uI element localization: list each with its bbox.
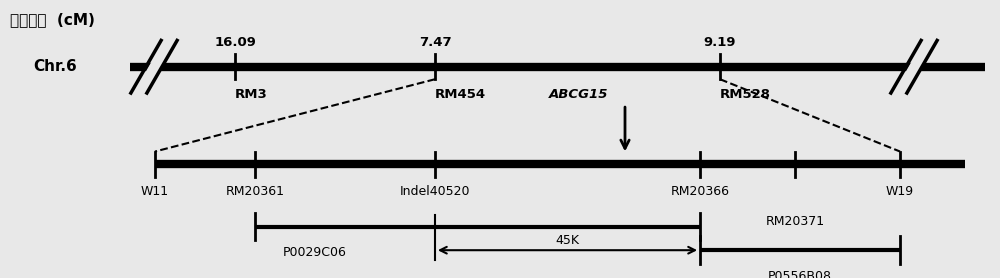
Text: 45K: 45K [556, 234, 580, 247]
Text: RM20361: RM20361 [226, 185, 285, 198]
Text: 16.09: 16.09 [214, 36, 256, 49]
Text: P0556B08: P0556B08 [768, 270, 832, 278]
Text: 9.19: 9.19 [704, 36, 736, 49]
Text: Chr.6: Chr.6 [33, 59, 77, 74]
Text: P0029C06: P0029C06 [283, 246, 347, 259]
Text: RM20366: RM20366 [670, 185, 730, 198]
Text: W19: W19 [886, 185, 914, 198]
Text: RM528: RM528 [720, 88, 771, 101]
Text: 遗传距离  (cM): 遗传距离 (cM) [10, 12, 95, 27]
Text: RM20371: RM20371 [765, 215, 825, 229]
Text: W11: W11 [141, 185, 169, 198]
Text: 7.47: 7.47 [419, 36, 451, 49]
Text: Indel40520: Indel40520 [400, 185, 470, 198]
Text: RM454: RM454 [435, 88, 486, 101]
Text: ABCG15: ABCG15 [548, 88, 608, 101]
Text: RM3: RM3 [235, 88, 268, 101]
